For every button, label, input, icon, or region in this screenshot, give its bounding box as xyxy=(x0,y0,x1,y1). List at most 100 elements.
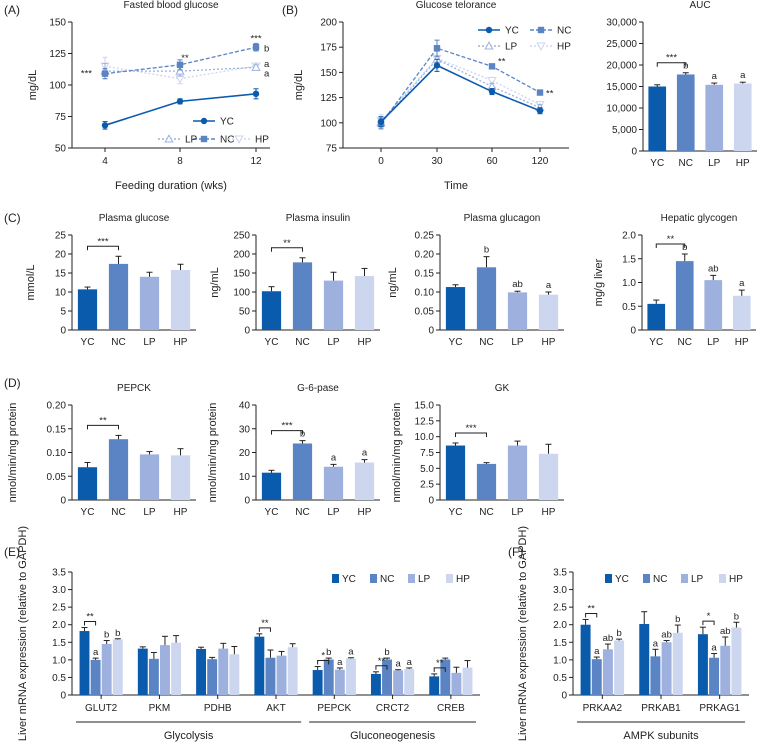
fbg-x-tick-label: 8 xyxy=(177,156,183,167)
pepck-chart: 0 0.05 0.10 0.15 0.20 nmol/min/mg protein PEPC… xyxy=(7,383,196,518)
mrna-bar xyxy=(207,659,218,695)
fbg-x-tick-label: 12 xyxy=(250,156,262,167)
mrna-bar xyxy=(429,676,440,695)
marker-yc xyxy=(200,117,208,125)
fbg-chart: 50 75 100 125 150 mg/dL Fasted blood glucose 4 8… xyxy=(27,0,270,192)
mrna-bar xyxy=(287,647,298,695)
auc-y-tick-label: 10,000 xyxy=(606,104,637,115)
ampk-bar xyxy=(639,624,650,695)
ampk-sig-bracket xyxy=(702,620,715,626)
hgly-sig-bracket-label: ** xyxy=(667,234,675,245)
mrna-x-tick-label: GLUT2 xyxy=(85,703,118,714)
ampk-y-tick-label: 1.5 xyxy=(553,638,567,649)
mrna-x-tick-label: CRCT2 xyxy=(376,703,410,714)
pglu-y-tick-label: 15 xyxy=(55,269,67,280)
auc-sig-letter: a xyxy=(712,71,718,82)
g6p-sig-bracket xyxy=(271,430,303,435)
mrna-bar xyxy=(276,655,287,695)
pglu-bar xyxy=(139,276,160,330)
pepck-bar xyxy=(77,467,98,500)
pgcg-title: Plasma glucagon xyxy=(464,213,541,224)
gk-y-label: nmol/min/mg protein xyxy=(391,403,403,503)
g6p-x-tick-label: NC xyxy=(295,507,309,518)
marker-nc xyxy=(252,44,260,51)
ampk-legend-swatch xyxy=(681,574,688,583)
mrna-legend-label: HP xyxy=(456,574,470,585)
pepck-sig-bracket-label: ** xyxy=(99,415,107,426)
ampk-y-label: Liver mRNA expression (relative to GAPDH… xyxy=(517,526,529,741)
mrna-bar xyxy=(137,648,148,695)
pins-y-tick-label: 100 xyxy=(233,288,250,299)
mrna-sig-bracket xyxy=(433,667,446,672)
mrna-x-tick-label: AKT xyxy=(266,703,285,714)
pins-x-tick-label: YC xyxy=(265,337,279,348)
pgcg-y-tick-label: 0 xyxy=(428,326,434,337)
pins-bar xyxy=(261,291,282,330)
pgcg-y-tick-label: 0.25 xyxy=(415,231,435,242)
pins-sig-bracket xyxy=(271,247,303,252)
pgcg-y-tick-label: 0.15 xyxy=(415,269,435,280)
ampk-sig-letter: a xyxy=(594,646,600,657)
mrna-y-label: Liver mRNA expression (relative to GAPDH… xyxy=(17,526,29,741)
gk-y-tick-label: 0 xyxy=(428,496,434,507)
mrna-sig-letter: a xyxy=(93,647,99,658)
mrna-legend-label: NC xyxy=(380,574,394,585)
mrna-bar xyxy=(101,644,112,695)
pins-y-tick-label: 50 xyxy=(239,307,251,318)
hgly-y-tick-label: 0 xyxy=(630,326,636,337)
mrna-sig-letter: a xyxy=(407,657,413,668)
mrna-sig-letter: a xyxy=(348,647,354,658)
pepck-title: PEPCK xyxy=(117,383,151,394)
mrna-bar xyxy=(148,658,159,695)
pgcg-sig-letter: a xyxy=(546,280,552,291)
panel-label-c: (C) xyxy=(4,211,21,225)
mrna-sig-letter: a xyxy=(395,659,401,670)
marker-yc xyxy=(176,98,184,105)
hgly-bar xyxy=(704,280,723,330)
ogtt-y-tick-label: 200 xyxy=(320,18,337,29)
ogtt-legend-label: LP xyxy=(505,42,518,53)
marker-yc xyxy=(101,122,109,129)
pepck-bar xyxy=(170,455,191,500)
g6p-sig-bracket-label: *** xyxy=(281,421,292,432)
fbg-x-tick-label: 4 xyxy=(102,156,108,167)
pins-x-tick-label: HP xyxy=(358,337,372,348)
mrna-bar xyxy=(345,658,356,695)
pepck-y-tick-label: 0.10 xyxy=(47,448,67,459)
panel-label-b: (B) xyxy=(282,3,298,17)
pgcg-x-tick-label: NC xyxy=(479,337,493,348)
marker-lp xyxy=(484,41,494,50)
pglu-y-label: mmol/L xyxy=(25,264,37,300)
hgly-y-tick-label: 2.0 xyxy=(622,231,636,242)
fbg-sig-letter: a xyxy=(264,68,270,79)
auc-sig-letter: a xyxy=(740,70,746,81)
fbg-legend-label: YC xyxy=(220,117,234,128)
ogtt-y-tick-label: 175 xyxy=(320,43,337,54)
pepck-bar xyxy=(139,454,160,500)
pgcg-bar xyxy=(507,292,528,330)
gk-y-tick-label: 7.5 xyxy=(420,448,434,459)
ampk-bar xyxy=(697,634,708,695)
pgcg-x-tick-label: LP xyxy=(511,337,524,348)
auc-x-tick-label: NC xyxy=(679,158,693,169)
mrna-bar xyxy=(254,636,265,695)
gk-y-tick-label: 10.0 xyxy=(415,432,435,443)
mrna-y-tick-label: 3.5 xyxy=(52,568,66,579)
mrna-sig-bracket xyxy=(317,660,330,665)
mrna-bar xyxy=(218,648,229,695)
g6p-bar xyxy=(261,472,282,500)
pglu-title: Plasma glucose xyxy=(99,213,170,224)
auc-title: AUC xyxy=(689,0,710,11)
gk-bar xyxy=(538,453,559,500)
mrna-legend-label: LP xyxy=(418,574,431,585)
gk-y-tick-label: 2.5 xyxy=(420,480,434,491)
ampk-legend-label: HP xyxy=(729,574,743,585)
fbg-sig: *** xyxy=(250,34,261,45)
auc-y-tick-label: 25,000 xyxy=(606,39,637,50)
hgly-chart: 0 0.5 1.0 1.5 2.0 mg/g liver Hepatic glycogen Y… xyxy=(593,213,756,348)
ampk-group-label: AMPK subunits xyxy=(623,730,699,742)
g6p-sig-letter: a xyxy=(362,448,368,459)
pins-y-tick-label: 0 xyxy=(244,326,250,337)
ampk-sig-bracket xyxy=(585,612,598,618)
